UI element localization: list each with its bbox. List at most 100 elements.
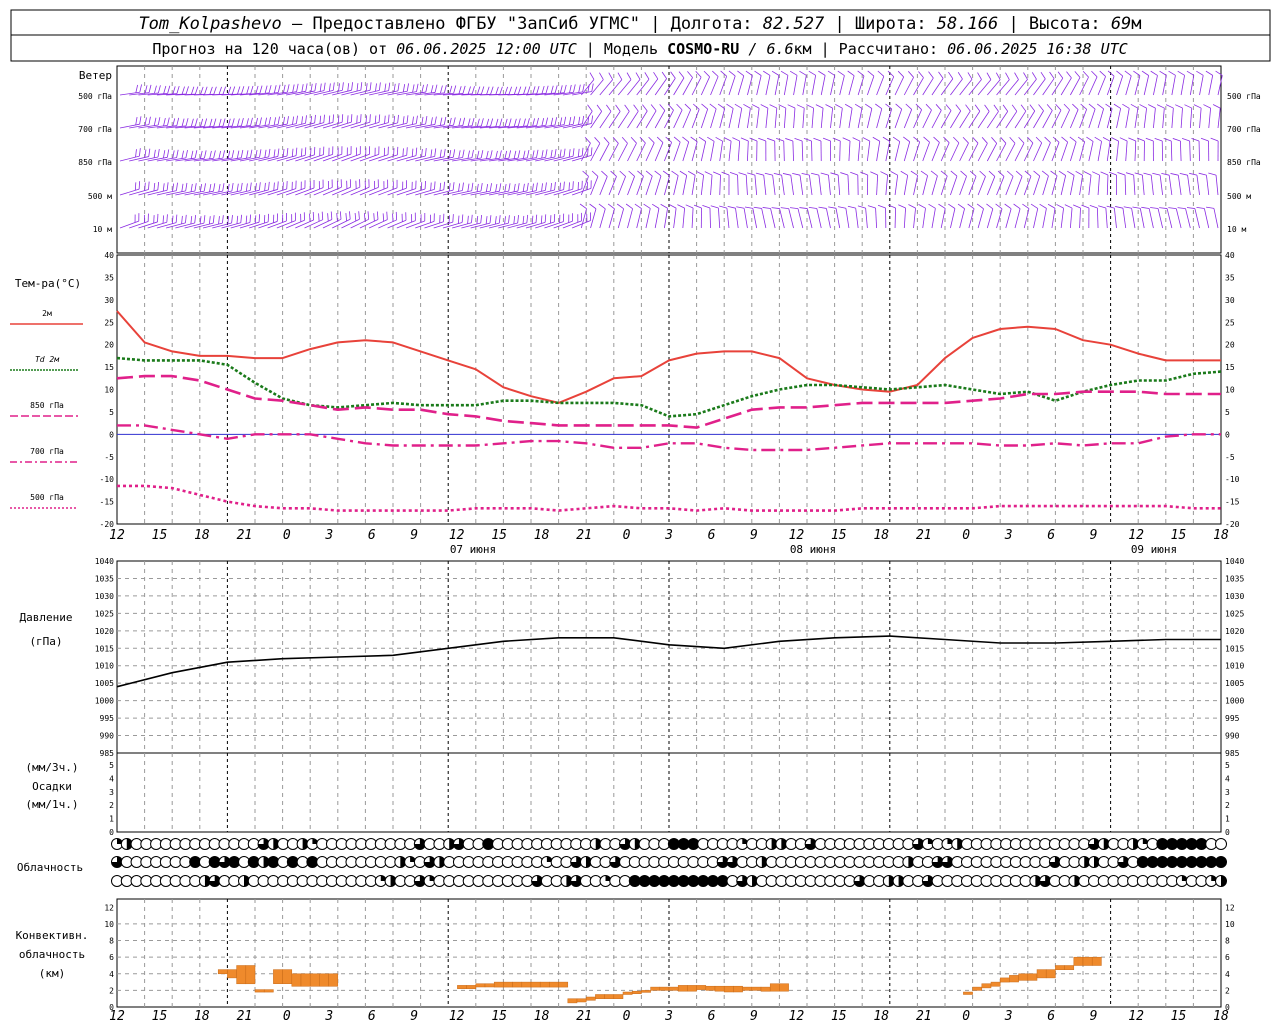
wind-barb-icon [295, 146, 316, 162]
wind-barb-icon [461, 118, 484, 129]
wind-barb-shaft [986, 111, 999, 129]
wind-barb-icon [184, 215, 206, 229]
wind-barb-icon [470, 118, 494, 129]
convective-ytick-left: 0 [109, 1003, 114, 1012]
cloud-cover-circle-icon [667, 875, 680, 887]
convective-ytick-left: 12 [104, 903, 114, 912]
wind-barb-shaft [1189, 140, 1191, 162]
convective-bar [319, 973, 329, 987]
pressure-ytick-right: 1010 [1225, 662, 1244, 671]
convective-bar [659, 986, 670, 991]
wind-barb-feather [598, 203, 606, 210]
wind-barb-feather [789, 70, 798, 76]
cloud-cover-circle-icon [931, 856, 944, 868]
wind-barb-shaft [894, 175, 899, 196]
wind-barb-icon [516, 117, 539, 129]
wind-barb-feather [282, 116, 286, 125]
cloud-cover-circle-icon [726, 856, 739, 868]
wind-barb-shaft [903, 175, 909, 196]
wind-barb-shaft [1106, 108, 1113, 129]
wind-barb-shaft [295, 122, 315, 129]
wind-barb-feather [1175, 104, 1183, 109]
wind-barb-icon [535, 117, 558, 129]
wind-barb-feather [1189, 172, 1198, 176]
wind-level-label: 700 гПа [78, 125, 112, 134]
wind-barb-shaft [470, 157, 491, 162]
hour-label: 9 [1090, 528, 1098, 543]
wind-barb-icon [202, 150, 225, 162]
hour-label: 9 [410, 528, 418, 543]
wind-barb-feather [782, 173, 791, 176]
wind-barb-icon [1132, 206, 1145, 229]
wind-barb-icon [888, 204, 896, 229]
wind-barb-shaft [452, 125, 473, 129]
wind-barb-shaft [1070, 77, 1081, 96]
wind-barb-icon [562, 83, 585, 96]
wind-barb-feather [374, 115, 377, 124]
wind-barb-icon [645, 170, 653, 196]
wind-barb-feather [531, 215, 534, 224]
cloud-fill-half [1221, 875, 1227, 887]
wind-barb-feather [957, 203, 965, 209]
wind-barb-shaft [865, 208, 868, 229]
convective-bar [613, 994, 624, 999]
wind-barb-feather [695, 70, 702, 78]
wind-barb-feather [268, 116, 271, 125]
wind-barb-shaft [968, 176, 977, 196]
pressure-ytick-left: 1030 [95, 592, 114, 601]
wind-barb-icon [147, 182, 169, 196]
wind-barb-icon [516, 85, 540, 96]
wind-barb-shaft [1159, 175, 1164, 196]
wind-barb-feather [692, 103, 700, 110]
wind-barb-icon [840, 172, 850, 196]
wind-barb-icon [525, 117, 549, 129]
wind-barb-icon [747, 172, 758, 196]
convective-bar [521, 981, 532, 988]
wind-barb-feather [587, 148, 589, 157]
wind-barb-shaft [1215, 175, 1219, 196]
wind-barb-shaft [452, 157, 472, 162]
cloud-fill-full [1186, 856, 1198, 868]
wind-barb-shaft [138, 156, 159, 162]
altitude-label: | Высота: [998, 14, 1111, 34]
convective-bar [990, 981, 1001, 987]
precip-ytick-left: 1 [109, 815, 114, 824]
hour-label: 18 [534, 528, 550, 543]
wind-barb-icon [815, 104, 824, 129]
wind-barb-shaft [1125, 141, 1128, 162]
cloud-cover-circle-icon [267, 856, 280, 868]
wind-barb-shaft [572, 91, 592, 96]
wind-barb-icon [913, 136, 921, 162]
wind-barb-feather [563, 84, 567, 93]
wind-barb-icon [433, 214, 454, 229]
wind-barb-feather [651, 203, 660, 209]
convective-bar [1045, 969, 1056, 979]
wind-barb-feather [532, 150, 535, 159]
wind-barb-feather [582, 115, 585, 124]
wind-barb-icon [710, 70, 719, 96]
wind-barb-icon [1193, 104, 1202, 129]
convective-ytick-left: 2 [109, 986, 114, 995]
wind-barb-feather [818, 70, 826, 76]
wind-barb-feather [1022, 203, 1030, 209]
wind-barb-feather [1066, 71, 1072, 79]
wind-barb-shaft [378, 90, 399, 96]
wind-barb-feather [796, 104, 805, 109]
wind-barb-shaft [903, 109, 913, 129]
cloud-fill-full [228, 856, 240, 868]
wind-barb-feather [578, 116, 581, 125]
wind-barb-feather [434, 148, 437, 157]
wind-barb-shaft [1198, 140, 1200, 162]
wind-barb-icon [396, 147, 418, 162]
wind-barb-icon [387, 83, 410, 96]
wind-barb-shaft [147, 221, 167, 229]
wind-barb-shaft [313, 122, 334, 129]
wind-barb-feather [635, 72, 641, 80]
wind-barb-feather [213, 86, 217, 95]
wind-barb-icon [1064, 204, 1073, 229]
temp-ytick-right: 5 [1225, 408, 1230, 417]
wind-barb-icon [743, 103, 751, 129]
calculated-label: | Рассчитано: [812, 40, 947, 58]
wind-barb-icon [890, 171, 899, 196]
